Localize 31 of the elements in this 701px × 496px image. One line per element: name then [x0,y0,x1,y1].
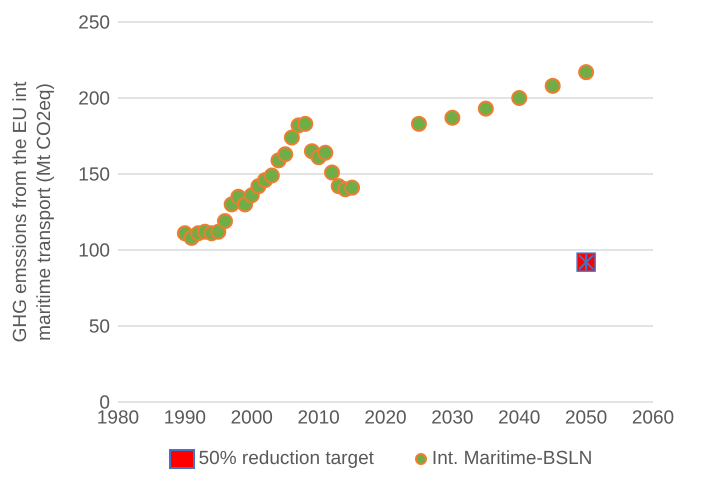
x-tick-label: 2010 [297,407,340,428]
x-tick-label: 2030 [431,407,474,428]
point [344,180,360,196]
x-tick-label: 2020 [364,407,407,428]
point [317,144,334,161]
x-tick-label: 2040 [498,407,540,428]
point [277,146,294,162]
y-axis-title: GHG emssions from the EU int maritime transport (Mt CO2eq) [10,80,55,342]
point [210,224,226,240]
x-tick-label: 2060 [632,407,674,428]
legend-label: 50% reduction target [198,448,374,470]
point [284,130,300,146]
legend-label: Int. Maritime-BSLN [432,448,592,470]
point [578,64,594,80]
y-tick-label: 50 [88,316,110,338]
point [264,168,280,184]
x-tick-label: 1990 [164,407,206,428]
point [511,90,528,106]
x-tick-label: 2050 [564,407,608,428]
point [544,78,561,94]
y-tick-label: 250 [78,12,110,34]
point [444,110,460,126]
y-tick-label: 150 [78,164,110,186]
point [410,116,427,132]
point [217,213,233,230]
point [324,164,340,180]
y-tick-label: 200 [78,88,110,110]
y-tick-label: 100 [78,240,110,262]
point [478,100,494,117]
point [297,116,314,132]
x-tick-label: 2000 [230,407,273,428]
